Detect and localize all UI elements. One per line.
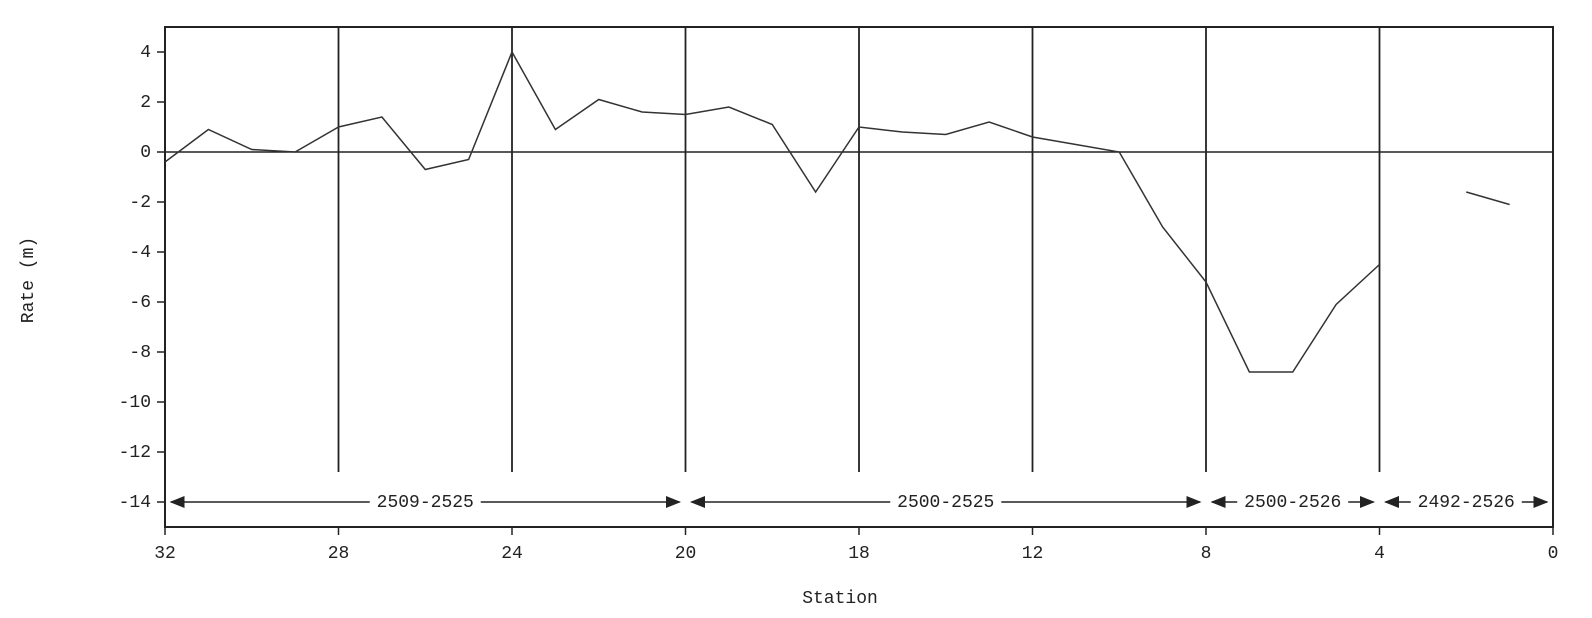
x-tick-label: 4 bbox=[1374, 544, 1385, 564]
period-label: 2492-2526 bbox=[1418, 493, 1515, 513]
y-tick-label: -4 bbox=[129, 243, 151, 263]
y-tick-label: -14 bbox=[119, 493, 151, 513]
y-tick-label: -6 bbox=[129, 293, 151, 313]
y-tick-label: -10 bbox=[119, 393, 151, 413]
y-tick-label: 0 bbox=[140, 143, 151, 163]
y-tick-label: -2 bbox=[129, 193, 151, 213]
x-tick-label: 12 bbox=[1022, 544, 1044, 564]
period-label: 2509-2525 bbox=[377, 493, 474, 513]
y-tick-label: 4 bbox=[140, 43, 151, 63]
data-line bbox=[165, 52, 1510, 372]
x-tick-label: 24 bbox=[501, 544, 523, 564]
x-tick-label: 32 bbox=[154, 544, 176, 564]
chart: Rate (m) Station 420-2-4-6-8-10-12-14322… bbox=[0, 0, 1592, 618]
y-tick-label: -8 bbox=[129, 343, 151, 363]
period-label: 2500-2525 bbox=[897, 493, 994, 513]
y-tick-label: -12 bbox=[119, 443, 151, 463]
x-tick-label: 28 bbox=[328, 544, 350, 564]
period-label: 2500-2526 bbox=[1244, 493, 1341, 513]
x-tick-label: 20 bbox=[675, 544, 697, 564]
y-tick-label: 2 bbox=[140, 93, 151, 113]
x-tick-label: 8 bbox=[1201, 544, 1212, 564]
x-tick-label: 0 bbox=[1548, 544, 1559, 564]
x-axis-label: Station bbox=[802, 589, 878, 609]
x-tick-label: 18 bbox=[848, 544, 870, 564]
y-axis-label: Rate (m) bbox=[19, 237, 39, 323]
